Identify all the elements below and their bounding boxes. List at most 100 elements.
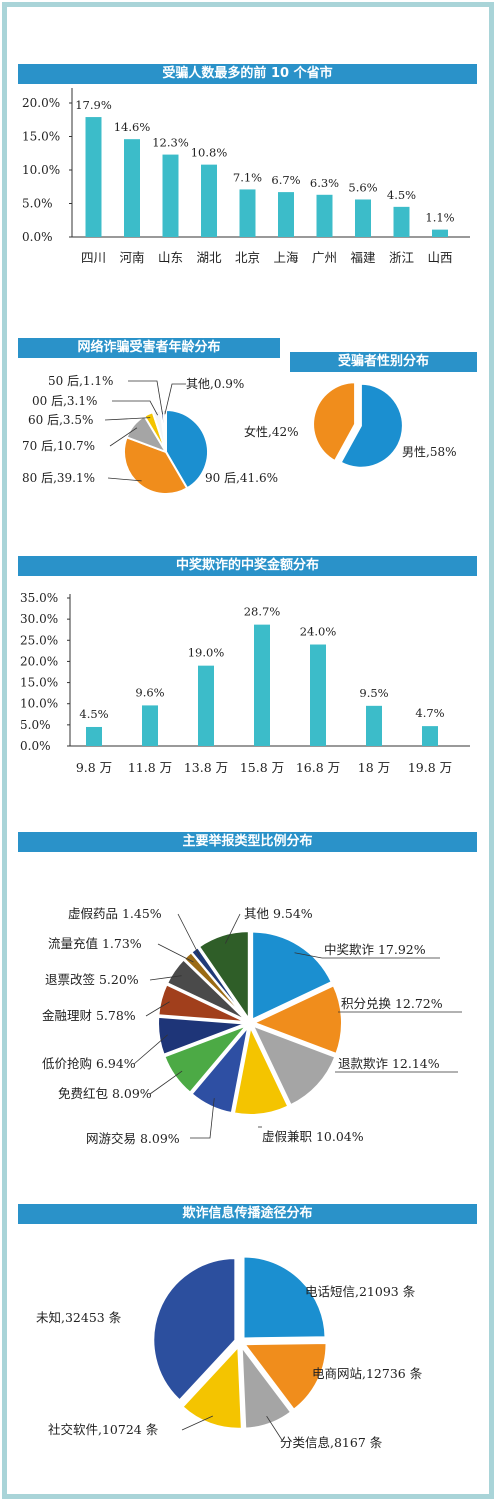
pie-slice: [157, 983, 247, 1023]
y-tick-label: 15.0%: [22, 130, 60, 144]
y-tick-label: 10.0%: [22, 163, 60, 177]
leader-line: [294, 952, 323, 959]
category-label: 广州: [312, 250, 337, 265]
pie-slice: [242, 1255, 327, 1340]
slice-label: 网游交易 8.09%: [86, 1131, 180, 1146]
bar: [278, 192, 294, 237]
value-label: 10.8%: [191, 146, 228, 160]
value-label: 17.9%: [75, 98, 112, 112]
value-label: 9.5%: [359, 686, 388, 700]
slice-label: 电商网站,12736 条: [312, 1366, 423, 1381]
category-label: 18 万: [358, 760, 390, 775]
value-label: 28.7%: [244, 605, 281, 619]
category-label: 上海: [273, 250, 299, 265]
slice-label: 其他 9.54%: [244, 906, 313, 921]
y-tick-label: 10.0%: [20, 697, 58, 711]
pie-slice: [250, 1023, 337, 1107]
bar: [316, 194, 333, 237]
slice-label: 60 后,3.5%: [28, 413, 93, 427]
slice-label: 50 后,1.1%: [48, 374, 113, 388]
slice-label: 免费红包 8.09%: [58, 1086, 152, 1101]
y-tick-label: 15.0%: [20, 676, 58, 690]
leader-line: [109, 427, 138, 447]
category-label: 福建: [350, 250, 376, 265]
report-title: 主要举报类型比例分布: [18, 832, 477, 852]
leader-line: [164, 383, 186, 415]
category-label: 四川: [81, 250, 106, 265]
slice-label: 未知,32453 条: [36, 1310, 122, 1325]
category-label: 山东: [158, 250, 183, 265]
slice-label: 积分兑换 12.72%: [341, 996, 443, 1011]
value-label: 19.0%: [188, 646, 225, 660]
pie-slice: [190, 1023, 250, 1115]
category-label: 15.8 万: [240, 760, 284, 775]
y-tick-label: 30.0%: [20, 612, 58, 626]
slice-label: 虚假药品 1.45%: [68, 906, 162, 921]
category-label: 北京: [235, 250, 260, 265]
slice-label: 电话短信,21093 条: [305, 1284, 416, 1299]
category-label: 湖北: [196, 250, 222, 265]
slice-label: 70 后,10.7%: [22, 439, 95, 453]
bar: [124, 139, 140, 237]
slice-label: 低价抢购 6.94%: [42, 1056, 136, 1071]
y-tick-label: 5.0%: [20, 718, 51, 732]
value-label: 6.3%: [310, 176, 339, 190]
slice-label: 男性,58%: [402, 445, 457, 459]
pie-slice: [157, 1015, 247, 1056]
leader-line: [149, 1070, 183, 1095]
bar: [355, 199, 371, 237]
value-label: 4.5%: [79, 707, 108, 721]
leader-line: [157, 943, 194, 963]
bar: [85, 117, 102, 237]
leader-line: [177, 913, 201, 957]
slice-label: 社交软件,10724 条: [48, 1422, 159, 1437]
value-label: 4.5%: [387, 188, 416, 202]
bar: [201, 164, 217, 237]
provinces-title: 受骗人数最多的前 10 个省市: [18, 64, 477, 84]
pie-slice: [240, 1343, 293, 1430]
pie-slice: [181, 1344, 243, 1430]
slice-label: 女性,42%: [244, 424, 299, 439]
value-label: 4.7%: [415, 706, 444, 720]
category-label: 11.8 万: [128, 760, 172, 775]
leader-line: [266, 1415, 283, 1441]
value-label: 5.6%: [348, 180, 377, 194]
bar: [142, 705, 158, 746]
category-label: 山西: [427, 250, 452, 265]
bar: [393, 206, 410, 237]
pie-slice: [242, 1341, 328, 1412]
pie-slice: [251, 983, 343, 1056]
leader-line: [133, 1034, 168, 1065]
channel-title: 欺诈信息传播途径分布: [18, 1204, 477, 1224]
pie-slice: [123, 435, 189, 495]
pie-slice: [232, 1023, 290, 1116]
pie-slice: [189, 945, 249, 1021]
y-tick-label: 5.0%: [22, 197, 53, 211]
bar: [254, 624, 270, 746]
leader-line: [145, 1001, 170, 1017]
category-label: 9.8 万: [76, 760, 112, 775]
pie-slice: [312, 381, 357, 463]
pie-slice: [152, 1257, 237, 1402]
y-tick-label: 25.0%: [20, 633, 58, 647]
slice-label: 中奖欺诈 17.92%: [324, 942, 426, 957]
bar: [432, 229, 448, 237]
value-label: 1.1%: [425, 211, 454, 225]
slice-label: 虚假兼职 10.04%: [262, 1129, 364, 1144]
value-label: 7.1%: [233, 170, 262, 184]
leader-line: [128, 380, 163, 415]
value-label: 9.6%: [135, 685, 164, 699]
leader-line: [149, 975, 182, 981]
leader-line: [224, 913, 241, 944]
bar: [198, 665, 214, 746]
value-label: 12.3%: [152, 136, 189, 150]
bar: [422, 726, 438, 746]
slice-label: 退款欺诈 12.14%: [338, 1056, 440, 1071]
bar: [366, 705, 382, 746]
category-label: 13.8 万: [184, 760, 228, 775]
leader-line: [190, 1098, 215, 1139]
category-label: 19.8 万: [408, 760, 452, 775]
slice-label: 90 后,41.6%: [205, 471, 278, 485]
value-label: 6.7%: [271, 173, 300, 187]
